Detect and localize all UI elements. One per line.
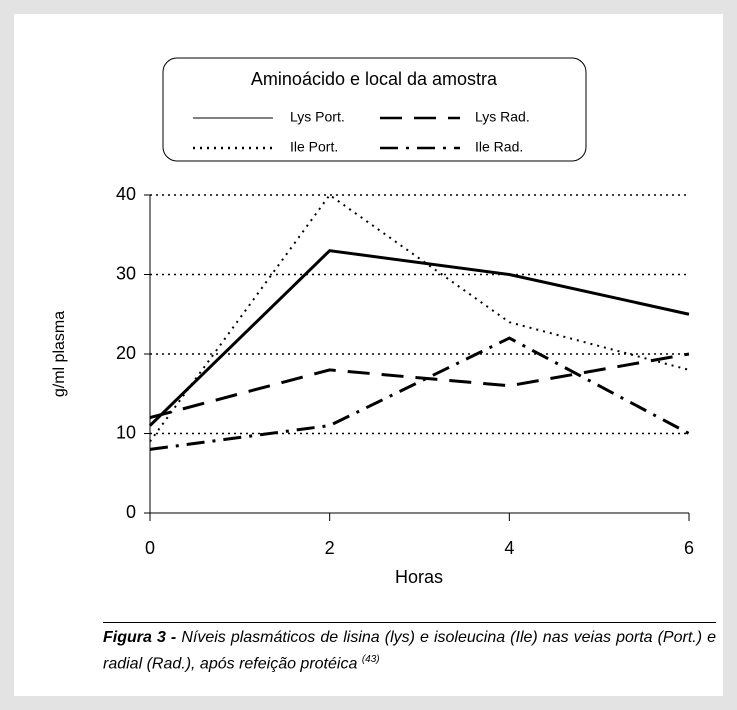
- legend-label: Lys Rad.: [475, 109, 530, 125]
- legend-box: [162, 57, 587, 162]
- y-tick-label: 10: [116, 422, 136, 442]
- legend-label: Ile Port.: [290, 139, 338, 155]
- y-axis-label: g/ml plasma: [51, 311, 68, 397]
- x-axis-label: Horas: [395, 567, 443, 587]
- x-tick-label: 0: [145, 538, 155, 558]
- series-line: [149, 336, 690, 451]
- y-tick-label: 0: [126, 502, 136, 522]
- y-tick-label: 20: [116, 343, 136, 363]
- series-line: [149, 193, 690, 443]
- series-line: [148, 249, 690, 427]
- caption-text: Níveis plasmáticos de lisina (lys) e iso…: [103, 629, 716, 673]
- legend-title: Aminoácido e local da amostra: [251, 69, 498, 89]
- legend-label: Ile Rad.: [475, 139, 523, 155]
- y-tick-label: 40: [116, 184, 136, 204]
- caption-reference: (43): [361, 654, 380, 665]
- caption: Figura 3 - Níveis plasmáticos de lisina …: [103, 622, 716, 675]
- y-tick-label: 30: [116, 263, 136, 283]
- x-tick-label: 6: [684, 538, 694, 558]
- series-line: [149, 352, 690, 420]
- x-tick-label: 4: [504, 538, 514, 558]
- x-tick-label: 2: [325, 538, 335, 558]
- legend-label: Lys Port.: [290, 109, 345, 125]
- caption-label: Figura 3 -: [103, 629, 177, 646]
